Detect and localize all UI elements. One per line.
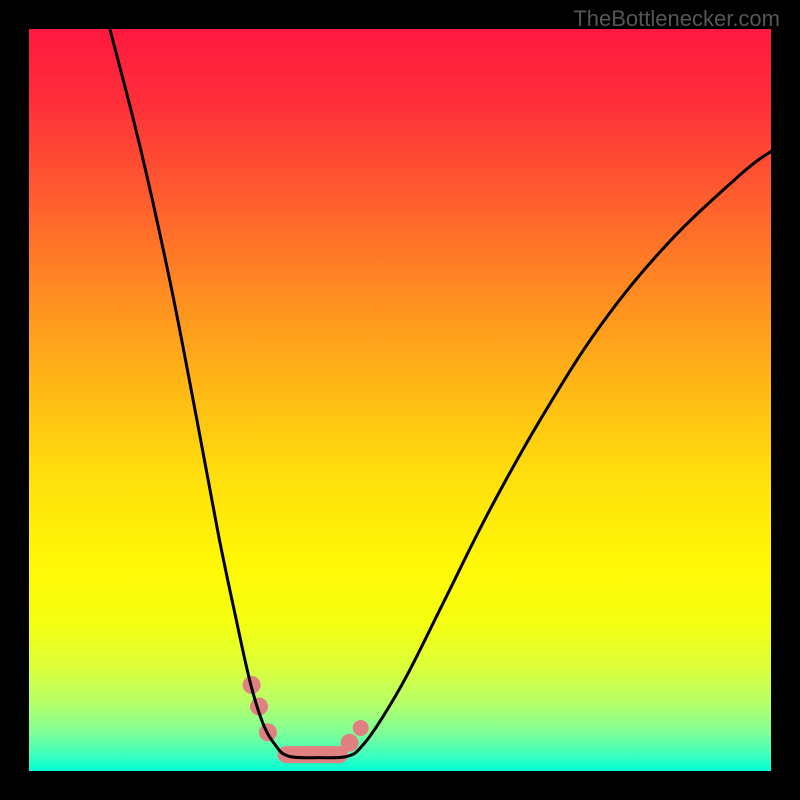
chart-svg <box>0 0 800 800</box>
plot-background <box>29 29 771 771</box>
trough-dot-4 <box>353 720 369 736</box>
chart-stage: TheBottlenecker.com <box>0 0 800 800</box>
trough-dot-3 <box>341 734 359 752</box>
watermark-text: TheBottlenecker.com <box>573 6 780 32</box>
